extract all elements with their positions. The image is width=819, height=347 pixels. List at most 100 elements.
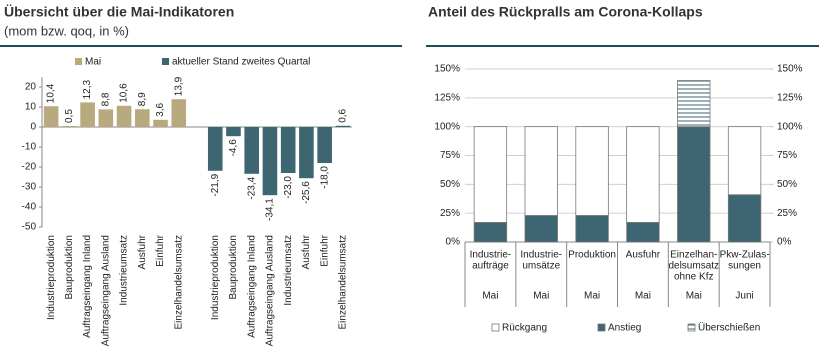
bar (62, 126, 77, 127)
x-tick-label: Einzelhan- (670, 250, 717, 261)
bar (244, 127, 259, 174)
x-tick-label: delsumsatz (668, 261, 719, 272)
bar (135, 109, 150, 127)
x-tick-label: Ausfuhr (137, 234, 148, 269)
legend-swatch (491, 323, 500, 332)
x-tick-label: Bauproduktion (228, 235, 239, 300)
x-tick-label: ohne Kfz (674, 272, 713, 283)
bar-segment (727, 194, 762, 243)
bar-segment (677, 80, 711, 128)
y-tick-label: 20 (25, 82, 37, 93)
x-tick-label: sungen (728, 261, 761, 272)
x-tick-label: Ausfuhr (626, 250, 661, 261)
y2-tick-label: 75% (777, 150, 797, 161)
bar-segment (473, 221, 508, 243)
bar-segment (677, 126, 711, 243)
value-label: -21,9 (210, 173, 221, 196)
bar (171, 99, 187, 127)
value-label: -23,4 (246, 176, 257, 199)
period-label: Mai (635, 291, 651, 302)
value-label: 0,5 (64, 109, 75, 123)
legend-label: Rückgang (502, 323, 547, 334)
period-label: Mai (686, 291, 702, 302)
chart-subtitle: (mom bzw. qoq, in %) (4, 23, 129, 38)
x-tick-label: Ausfuhr (301, 234, 312, 269)
x-tick-label: Industrie- (520, 250, 562, 261)
period-label: Juni (735, 291, 753, 302)
y-tick-label: -30 (22, 182, 37, 193)
legend-swatch (75, 58, 82, 65)
y2-tick-label: 125% (777, 92, 803, 103)
value-label: 8,9 (137, 92, 148, 106)
legend-swatch (597, 323, 606, 332)
bar (226, 127, 241, 137)
x-tick-label: Industrieumsatz (283, 235, 294, 306)
legend-label: Mai (85, 57, 101, 68)
value-label: -34,1 (265, 198, 276, 221)
x-tick-label: Pkw-Zulas- (720, 250, 770, 261)
legend-label: Überschießen (698, 322, 760, 334)
y2-tick-label: 50% (777, 179, 797, 190)
x-tick-label: Auftragseingang Inland (246, 235, 257, 338)
x-tick-label: Einzelhandelsumsatz (173, 235, 184, 330)
x-tick-label: Auftragseingang Inland (82, 235, 93, 338)
y-tick-label: 10 (25, 102, 37, 113)
x-tick-label: Auftragseingang Ausland (265, 235, 276, 346)
bar (317, 127, 332, 163)
y-tick-label: 125% (434, 92, 460, 103)
bar (207, 127, 223, 171)
x-tick-label: Industrieproduktion (210, 235, 221, 320)
x-tick-label: Industrieproduktion (46, 235, 57, 320)
y-tick-label: 25% (440, 208, 460, 219)
y-tick-label: 150% (434, 64, 460, 75)
bar-segment (473, 126, 508, 223)
x-tick-label: umsätze (522, 261, 560, 272)
value-label: 8,8 (100, 92, 111, 106)
bar (262, 127, 278, 196)
value-label: -23,0 (283, 176, 294, 199)
y2-tick-label: 25% (777, 208, 797, 219)
y2-tick-label: 0% (777, 237, 792, 248)
bar (299, 127, 314, 179)
x-tick-label: Auftragseingang Ausland (100, 235, 111, 346)
y-tick-label: 100% (434, 121, 460, 132)
legend-swatch (687, 323, 696, 332)
value-label: 10,6 (119, 83, 130, 103)
x-tick-label: Einzelhandelsumsatz (338, 235, 349, 330)
value-label: -4,6 (228, 139, 239, 157)
y2-tick-label: 150% (777, 64, 803, 75)
bar-segment (727, 126, 762, 196)
x-tick-label: Industrie- (470, 250, 512, 261)
x-tick-label: Bauproduktion (64, 235, 75, 300)
value-label: 12,3 (82, 79, 93, 99)
value-label: -25,6 (301, 181, 312, 204)
x-tick-label: Einfuhr (319, 234, 330, 266)
y-tick-label: -20 (22, 162, 37, 173)
bar (80, 102, 95, 127)
value-label: 0,6 (338, 108, 349, 122)
period-label: Mai (584, 291, 600, 302)
bar (153, 119, 168, 127)
y2-tick-label: 100% (777, 121, 803, 132)
chart-title: Übersicht über die Mai-Indikatoren (4, 4, 234, 20)
legend-label: aktueller Stand zweites Quartal (172, 57, 310, 68)
bar (116, 105, 132, 127)
bar-segment (575, 126, 609, 216)
value-label: 3,6 (155, 102, 166, 116)
y-tick-label: 0% (446, 237, 461, 248)
y-tick-label: 0 (30, 122, 36, 133)
bar (280, 127, 296, 173)
value-label: -18,0 (319, 166, 330, 189)
value-label: 10,4 (46, 83, 57, 103)
x-tick-label: Industrieumsatz (119, 235, 130, 306)
y-tick-label: -50 (22, 222, 37, 233)
bar (98, 109, 114, 127)
value-label: 13,9 (173, 76, 184, 96)
x-tick-label: Produktion (568, 250, 616, 261)
y-tick-label: 50% (440, 179, 460, 190)
y-tick-label: -40 (22, 202, 37, 213)
bar-segment (626, 221, 660, 243)
period-label: Mai (482, 291, 498, 302)
